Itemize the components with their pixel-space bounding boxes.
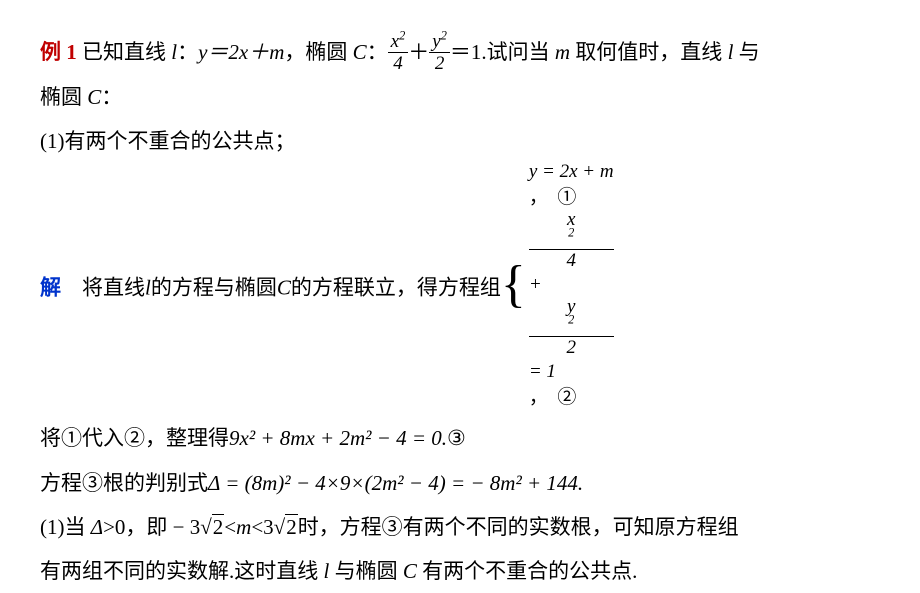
solution-label: 解 [40, 275, 61, 299]
sqrt-icon: 2 [274, 505, 298, 549]
example-label: 例 1 [40, 40, 77, 64]
equation-system: { y = 2x + m， ① x24 + y22 = 1， ② [501, 159, 614, 412]
line-8: 有两组不同的实数解.这时直线 l 与椭圆 C 有两个不重合的公共点. [40, 549, 880, 593]
fraction-x2-4: x24 [388, 32, 409, 73]
line-5: 将①代入②，整理得9x² + 8mx + 2m² − 4 = 0.③ [40, 416, 880, 461]
line-2: 椭圆 C： [40, 75, 880, 119]
line-1: 例 1 已知直线 l：y＝2x＋m，椭圆 C：x24＋y22＝1.试问当 m 取… [40, 30, 880, 75]
line-6: 方程③根的判别式Δ = (8m)² − 4×9×(2m² − 4) = − 8m… [40, 461, 880, 505]
line-4: 解 将直线l的方程与椭圆C的方程联立，得方程组{ y = 2x + m， ① x… [40, 163, 880, 416]
fraction-y2-2: y22 [429, 32, 450, 73]
sqrt-icon: 2 [200, 505, 224, 549]
line-7: (1)当 Δ>0，即 − 32<m<32时，方程③有两个不同的实数根，可知原方程… [40, 505, 880, 549]
line-3: (1)有两个不重合的公共点； [40, 119, 880, 163]
